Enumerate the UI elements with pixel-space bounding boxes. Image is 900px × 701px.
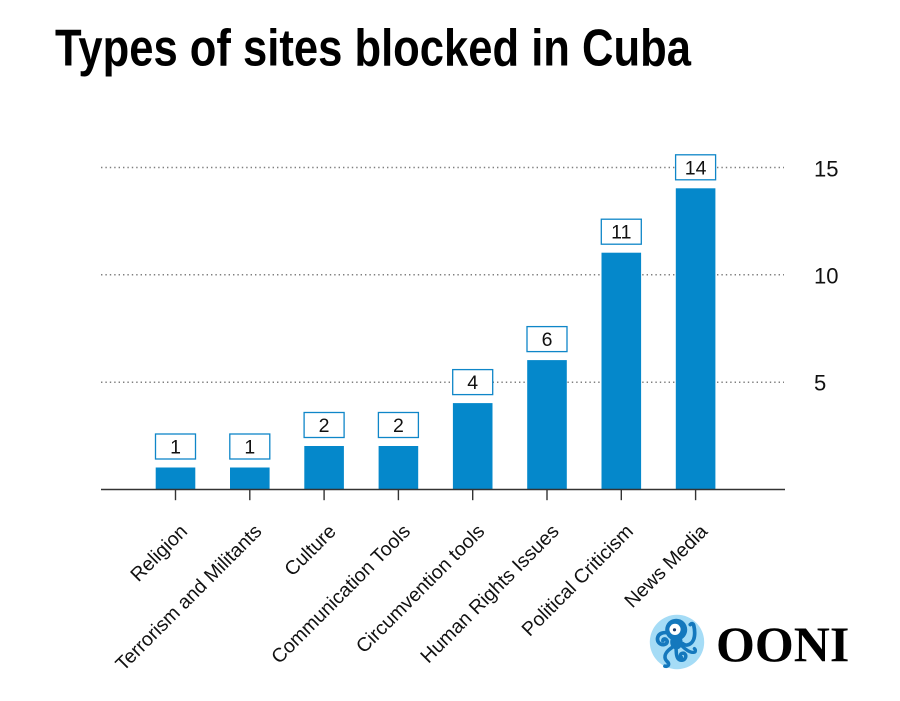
svg-text:1: 1 <box>170 437 181 459</box>
svg-text:1: 1 <box>244 437 255 459</box>
svg-text:2: 2 <box>319 415 330 437</box>
svg-text:6: 6 <box>542 329 553 351</box>
svg-text:10: 10 <box>814 263 838 288</box>
svg-text:15: 15 <box>814 156 838 181</box>
svg-text:2: 2 <box>393 415 404 437</box>
svg-text:11: 11 <box>611 222 631 244</box>
svg-text:4: 4 <box>467 372 478 394</box>
svg-text:14: 14 <box>685 157 707 179</box>
svg-text:5: 5 <box>814 371 826 396</box>
svg-text:OONI: OONI <box>716 616 849 672</box>
svg-text:Types of sites blocked in Cuba: Types of sites blocked in Cuba <box>55 20 691 77</box>
